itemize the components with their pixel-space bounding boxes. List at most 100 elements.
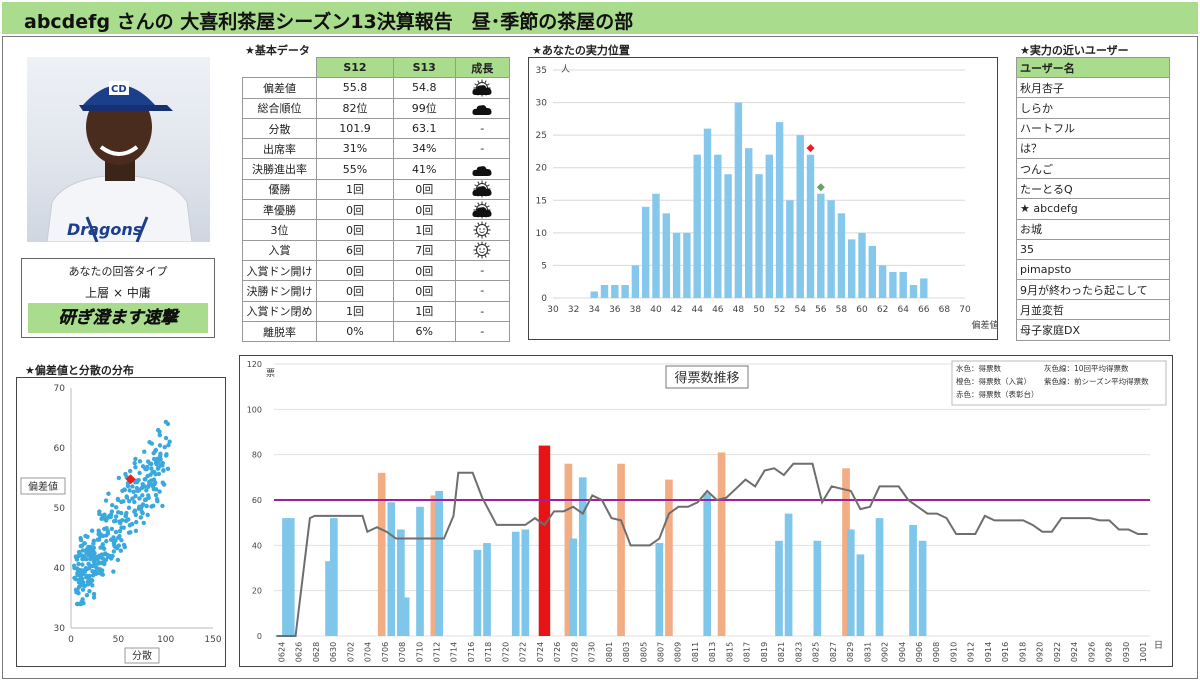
scatter-point	[94, 565, 99, 570]
legend-item: 水色：得票数	[956, 363, 1001, 373]
vote-bar	[813, 540, 822, 636]
scatter-point	[133, 456, 138, 462]
scatter-point	[142, 484, 147, 489]
x-date-label: 0823	[794, 642, 803, 662]
scatter-point	[91, 591, 97, 597]
y-tick-label: 25	[536, 131, 547, 141]
scatter-point	[157, 443, 163, 448]
basic-row-label: 決勝進出率	[242, 158, 317, 180]
near-user-name: 月並変哲	[1016, 299, 1170, 321]
histogram-bar	[631, 265, 640, 298]
basic-col-s12: S12	[316, 56, 394, 79]
histogram-bar	[652, 193, 660, 298]
histogram-bar	[693, 154, 701, 298]
y-axis-title-box	[20, 477, 66, 495]
x-date-label: 0801	[605, 642, 614, 662]
report-frame	[2, 36, 1198, 679]
basic-row: 分散 101.9 63.1-	[242, 117, 511, 140]
scatter-point	[163, 435, 169, 441]
scatter-point	[124, 495, 130, 500]
x-tick-label: 54	[794, 305, 806, 315]
y-tick-label: 50	[54, 504, 66, 514]
x-date-label: 0910	[949, 642, 958, 662]
cloud-icon	[472, 166, 492, 177]
scatter-point	[72, 565, 77, 571]
chart-title: 得票数推移	[674, 370, 739, 386]
scatter-point	[91, 555, 96, 560]
basic-row-s12: 82位	[316, 97, 394, 119]
scatter-point	[76, 561, 81, 567]
sun-icon	[473, 241, 491, 259]
scatter-point	[103, 498, 109, 503]
growth-dash: -	[454, 300, 511, 322]
scatter-point	[86, 561, 91, 566]
x-date-label: 0730	[588, 642, 597, 662]
basic-row-s13: 63.1	[392, 117, 456, 140]
scatter-point	[105, 531, 111, 536]
histogram-bar	[714, 154, 722, 298]
basic-row-label: 入賞	[242, 239, 317, 261]
vote-bar	[846, 529, 855, 636]
near-user-row: 9月が終わったら起こして	[1016, 279, 1170, 301]
scatter-point	[89, 528, 95, 533]
basic-row-s13: 0回	[392, 199, 456, 221]
basic-row-s13: 0回	[392, 178, 456, 201]
scatter-point	[108, 512, 114, 517]
basic-row-s12: 0回	[316, 199, 394, 221]
histogram-bar	[611, 284, 619, 298]
near-user-name: pimapsto	[1016, 258, 1170, 281]
vote-bar	[435, 490, 443, 636]
prize-bar	[377, 472, 386, 636]
scatter-point	[111, 537, 116, 543]
growth-cloud-sun-icon	[454, 199, 511, 221]
x-date-label: 0706	[381, 642, 390, 662]
near-user-name: お城	[1016, 218, 1170, 240]
x-date-label: 0912	[967, 642, 976, 662]
position-marker	[816, 183, 825, 192]
y-tick-label: 15	[536, 196, 547, 206]
basic-row-s12: 31%	[316, 138, 394, 160]
ten-round-average-line	[276, 462, 1148, 637]
scatter-point	[115, 497, 121, 503]
sun-icon	[473, 221, 491, 239]
histogram-bar	[909, 284, 918, 298]
scatter-point	[82, 554, 87, 559]
near-user-name: 35	[1016, 238, 1170, 260]
y-tick-label: 5	[541, 261, 547, 271]
x-date-label: 0712	[432, 642, 441, 662]
near-user-name: ★ abcdefg	[1016, 198, 1170, 220]
basic-row: 出席率 31% 34% -	[242, 138, 511, 160]
x-date-label: 0821	[777, 642, 786, 662]
scatter-point	[89, 545, 94, 550]
histogram-bar	[662, 213, 671, 298]
scatter-point	[140, 503, 145, 508]
scatter-point	[85, 579, 91, 584]
scatter-point	[126, 517, 131, 522]
basic-row-s13: 0回	[392, 259, 456, 282]
vote-bar	[282, 518, 290, 636]
scatter-point	[112, 543, 117, 548]
histogram-bar	[827, 200, 835, 298]
legend-box	[951, 360, 1167, 406]
scatter-point	[76, 549, 82, 555]
scatter-point	[110, 503, 115, 508]
x-date-label: 0829	[846, 642, 855, 662]
x-axis-title-box	[124, 647, 160, 664]
x-date-label: 0722	[519, 642, 528, 662]
near-user-row: pimapsto	[1016, 258, 1170, 281]
scatter-point	[111, 518, 117, 524]
x-tick-label: 38	[630, 305, 642, 315]
growth-sun-icon	[454, 219, 511, 241]
scatter-point	[126, 505, 132, 510]
scatter-point	[147, 440, 152, 445]
position-marker	[806, 144, 815, 153]
scatter-point	[102, 526, 107, 532]
basic-table-header-row: S12 S13 成長	[242, 56, 511, 79]
scatter-point	[106, 491, 111, 496]
x-date-label: 0720	[501, 642, 510, 662]
x-tick-label: 50	[113, 635, 125, 645]
x-tick-label: 68	[939, 305, 951, 315]
scatter-point	[156, 471, 162, 477]
near-users-header-row: ユーザー名	[1016, 56, 1170, 79]
histogram-bar	[703, 128, 712, 298]
